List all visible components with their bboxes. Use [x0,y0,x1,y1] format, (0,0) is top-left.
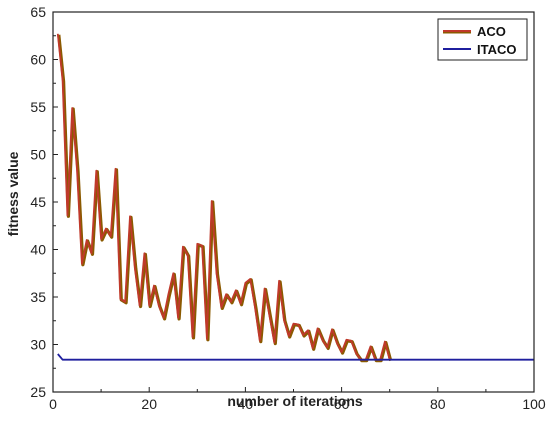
x-axis-label: number of iterations [227,393,363,409]
y-tick-label: 65 [30,4,46,20]
y-tick-label: 25 [30,384,46,400]
series-aco-line [56,33,391,361]
axes: 0 20 40 60 80 100 25 30 35 40 45 50 55 60 65 [30,4,545,412]
y-tick-label: 30 [30,337,46,353]
x-tick-label: 80 [430,396,446,412]
plot-area [56,33,534,363]
y-tick-label: 55 [30,99,46,115]
x-tick-label: 0 [49,396,57,412]
legend-label-aco: ACO [477,24,506,39]
y-tick-label: 35 [30,289,46,305]
legend-label-itaco: ITACO [477,42,516,57]
legend-box [437,18,528,61]
x-tick-label: 100 [522,396,546,412]
y-axis-label: fitness value [5,151,21,236]
y-tick-label: 60 [30,52,46,68]
x-tick-label: 60 [334,396,350,412]
y-tick-label: 45 [30,194,46,210]
y-tick-label: 40 [30,242,46,258]
x-tick-label: 40 [238,396,254,412]
series-aco-shadow [57,34,393,363]
x-tick-label: 20 [141,396,157,412]
y-tick-label: 50 [30,147,46,163]
plot-frame [52,11,535,393]
legend: ACO ITACO [437,18,528,61]
series-itaco-line [57,353,534,361]
